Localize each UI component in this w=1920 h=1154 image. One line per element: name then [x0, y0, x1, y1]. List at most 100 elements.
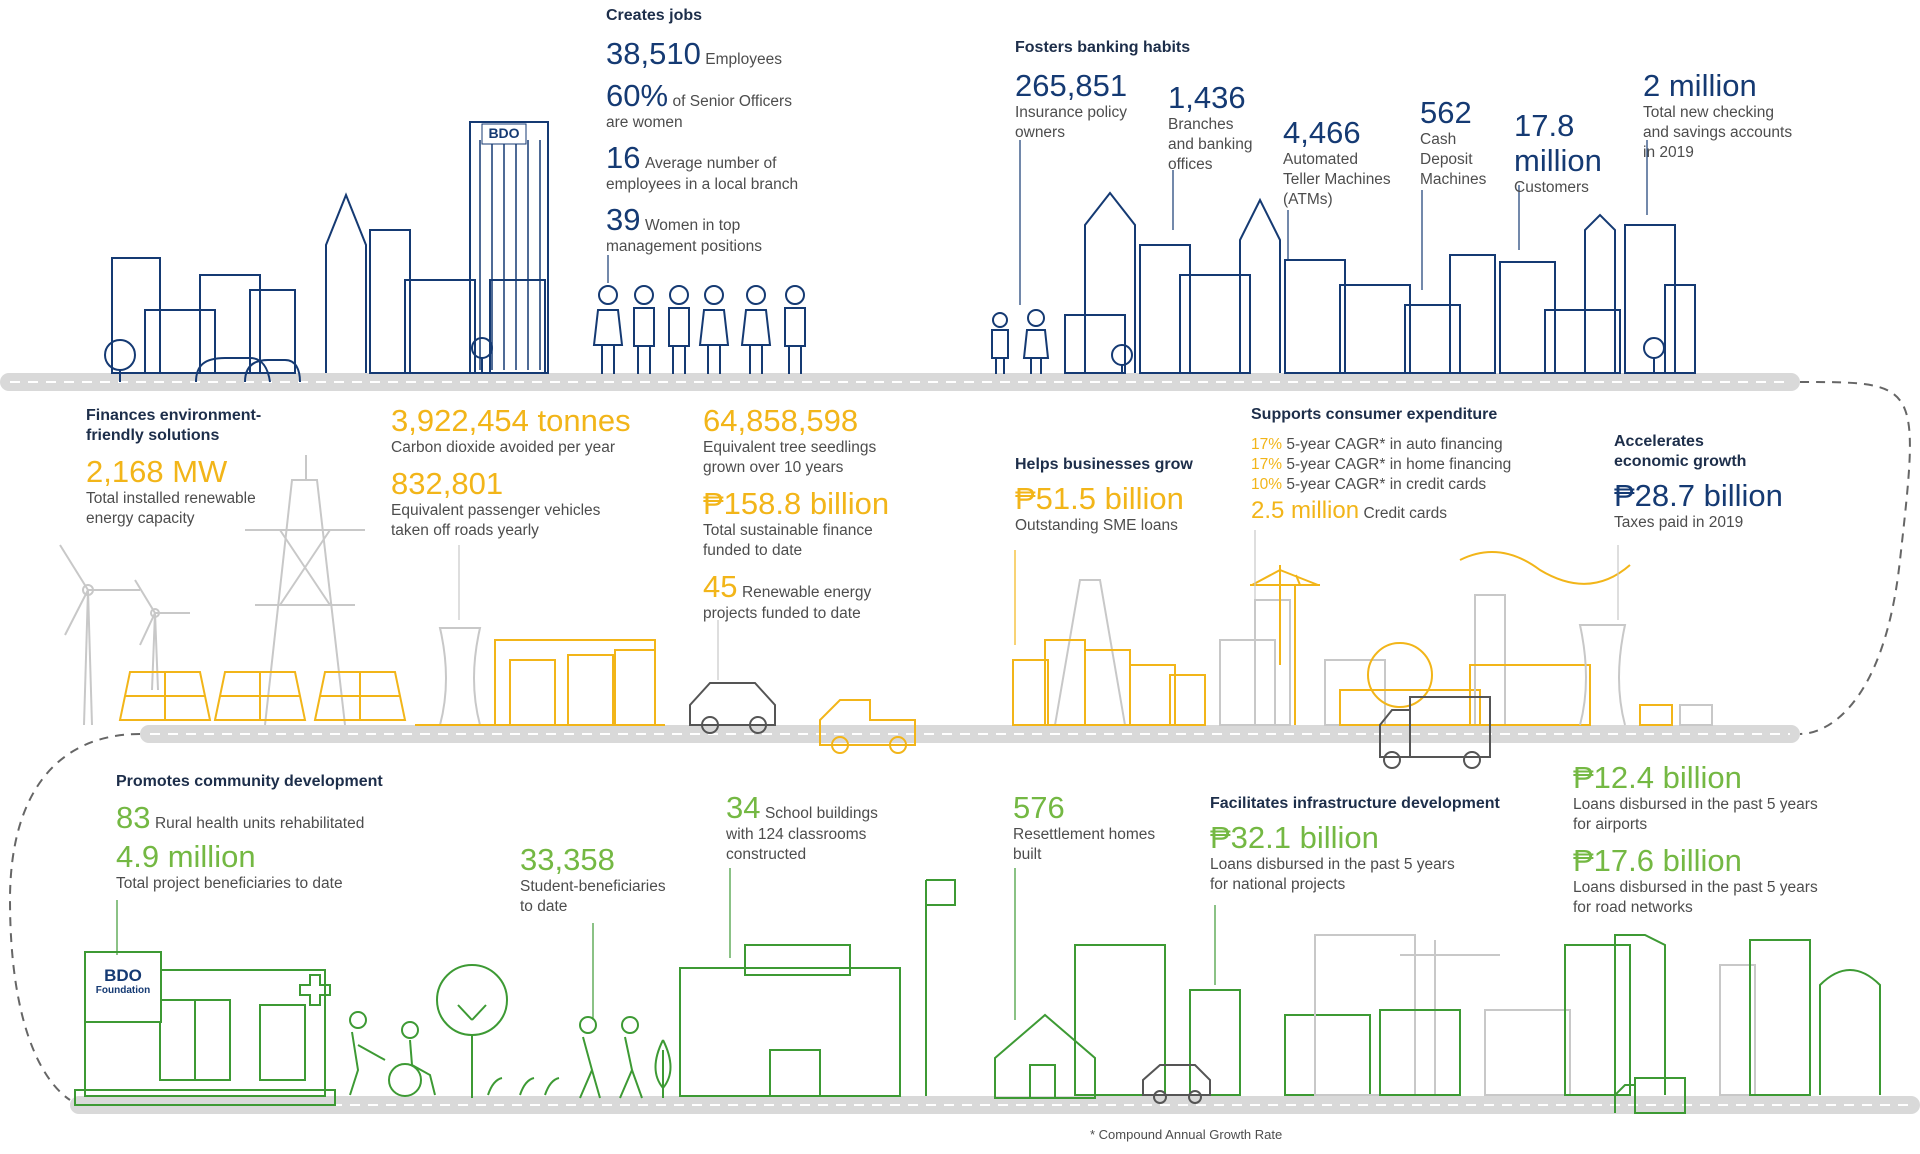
bdo-logo — [481, 123, 527, 145]
jobs-section: Creates jobs 38,510 Employees 60% of Sen… — [606, 6, 798, 264]
cdm-l1: Cash — [1420, 131, 1457, 148]
customers-label: Customers — [1514, 179, 1589, 196]
business-section: Helps businesses grow ₱51.5 billion Outs… — [1015, 455, 1193, 536]
airports-value: ₱12.4 billion — [1573, 760, 1742, 795]
city-skyline-icon — [104, 121, 549, 383]
students-l1: Student-beneficiaries — [520, 878, 666, 895]
truck-icon — [1614, 1077, 1686, 1114]
community-title: Promotes community development — [116, 773, 383, 790]
rhu-value: 83 — [116, 800, 151, 835]
mw-l1: Total installed renewable — [86, 490, 256, 507]
branches-l1: Branches — [1168, 116, 1234, 133]
branch-employees-value: 16 — [606, 140, 641, 175]
employees-label: Employees — [705, 51, 782, 68]
branches-l3: offices — [1168, 156, 1213, 173]
beneficiaries-label: Total project beneficiaries to date — [116, 875, 343, 892]
projects-l1: Renewable energy — [741, 584, 872, 601]
women-management-value: 39 — [606, 202, 641, 237]
infrastructure-section: Facilitates infrastructure development ₱… — [1210, 794, 1500, 895]
consumer-section: Supports consumer expenditure 17% 5-year… — [1251, 405, 1511, 525]
banking-title: Fosters banking habits — [1015, 39, 1191, 56]
school-icon — [679, 879, 956, 1097]
truck-icon — [1379, 696, 1491, 769]
school-l3: constructed — [726, 846, 807, 863]
school-l2: with 124 classrooms — [726, 826, 867, 843]
atm-l1: Automated — [1283, 151, 1358, 168]
wind-turbine-icon — [59, 544, 190, 726]
atm-value: 4,466 — [1283, 115, 1361, 150]
auto-pct: 17% — [1251, 436, 1283, 453]
co2-stat: 3,922,454 tonnes Carbon dioxide avoided … — [391, 403, 631, 541]
vehicles-l2: taken off roads yearly — [391, 522, 539, 539]
women-management-label: Women in top — [644, 217, 741, 234]
business-title: Helps businesses grow — [1015, 456, 1193, 473]
credit-cards-value: 2.5 million — [1251, 497, 1360, 524]
customers-stat: 17.8 million Customers — [1514, 108, 1602, 198]
accounts-l1: Total new checking — [1643, 104, 1774, 121]
car-icon — [1142, 1064, 1211, 1104]
trees-l2: grown over 10 years — [703, 459, 844, 476]
projects-value: 45 — [703, 569, 738, 604]
sme-label: Outstanding SME loans — [1015, 517, 1178, 534]
city-skyline-icon — [991, 191, 1696, 374]
environment-title-l2: friendly solutions — [86, 427, 220, 444]
branches-stat: 1,436 Branches and banking offices — [1168, 80, 1252, 175]
senior-officers-value: 60% — [606, 78, 669, 113]
beneficiaries-value: 4.9 million — [116, 839, 256, 874]
jobs-title: Creates jobs — [606, 7, 703, 24]
bdo-foundation-logo: BDO Foundation — [88, 967, 158, 997]
tax-label: Taxes paid in 2019 — [1614, 514, 1744, 531]
cdm-l2: Deposit — [1420, 151, 1473, 168]
home-label: 5-year CAGR* in home financing — [1286, 456, 1512, 473]
auto-label: 5-year CAGR* in auto financing — [1286, 436, 1503, 453]
senior-officers-label: of Senior Officers — [672, 93, 792, 110]
community-section: Promotes community development 83 Rural … — [116, 772, 383, 894]
branches-value: 1,436 — [1168, 80, 1246, 115]
airports-l1: Loans disbursed in the past 5 years — [1573, 796, 1818, 813]
environment-section: Finances environment- friendly solutions… — [86, 406, 261, 529]
economy-title-l1: Accelerates — [1614, 433, 1704, 450]
vehicles-value: 832,801 — [391, 466, 504, 501]
consumer-title: Supports consumer expenditure — [1251, 406, 1498, 423]
car-icon — [689, 682, 916, 754]
people-icon — [592, 255, 806, 374]
accounts-l2: and savings accounts — [1643, 124, 1793, 141]
card-pct: 10% — [1251, 476, 1283, 493]
homes-l2: built — [1013, 846, 1042, 863]
insurance-l2: owners — [1015, 124, 1065, 141]
cdm-stat: 562 Cash Deposit Machines — [1420, 95, 1486, 190]
environment-title-l1: Finances environment- — [86, 407, 262, 424]
trees-stat: 64,858,598 Equivalent tree seedlings gro… — [703, 403, 889, 624]
economy-title-l2: economic growth — [1614, 453, 1747, 470]
economy-section: Accelerates economic growth ₱28.7 billio… — [1614, 432, 1783, 533]
school-value: 34 — [726, 790, 761, 825]
branches-l2: and banking — [1168, 136, 1253, 153]
projects-l2: projects funded to date — [703, 605, 861, 622]
tax-value: ₱28.7 billion — [1614, 478, 1783, 513]
atm-stat: 4,466 Automated Teller Machines (ATMs) — [1283, 115, 1391, 210]
roads — [0, 373, 1920, 1114]
atm-l3: (ATMs) — [1283, 191, 1333, 208]
homes-value: 576 — [1013, 790, 1065, 825]
house-icon — [994, 1013, 1096, 1099]
sustainable-finance-value: ₱158.8 billion — [703, 486, 890, 521]
customers-value: 17.8 — [1514, 108, 1575, 143]
callout-lines — [116, 868, 1216, 1020]
mw-l2: energy capacity — [86, 510, 195, 527]
cdm-l3: Machines — [1420, 171, 1487, 188]
customers-value2: million — [1514, 143, 1602, 178]
national-l1: Loans disbursed in the past 5 years — [1210, 856, 1455, 873]
school-l1: School buildings — [764, 805, 878, 822]
accounts-value: 2 million — [1643, 68, 1757, 103]
atm-l2: Teller Machines — [1283, 171, 1391, 188]
factory-icon — [1012, 551, 1713, 726]
students-l2: to date — [520, 898, 568, 915]
roads-l2: for road networks — [1573, 899, 1693, 916]
senior-officers-label2: are women — [606, 114, 683, 131]
trees-l1: Equivalent tree seedlings — [703, 439, 877, 456]
crane-icon — [1250, 565, 1320, 665]
solar-panel-icon — [118, 671, 407, 721]
homes-l1: Resettlement homes — [1013, 826, 1156, 843]
roads-value: ₱17.6 billion — [1573, 843, 1742, 878]
cdm-value: 562 — [1420, 95, 1472, 130]
